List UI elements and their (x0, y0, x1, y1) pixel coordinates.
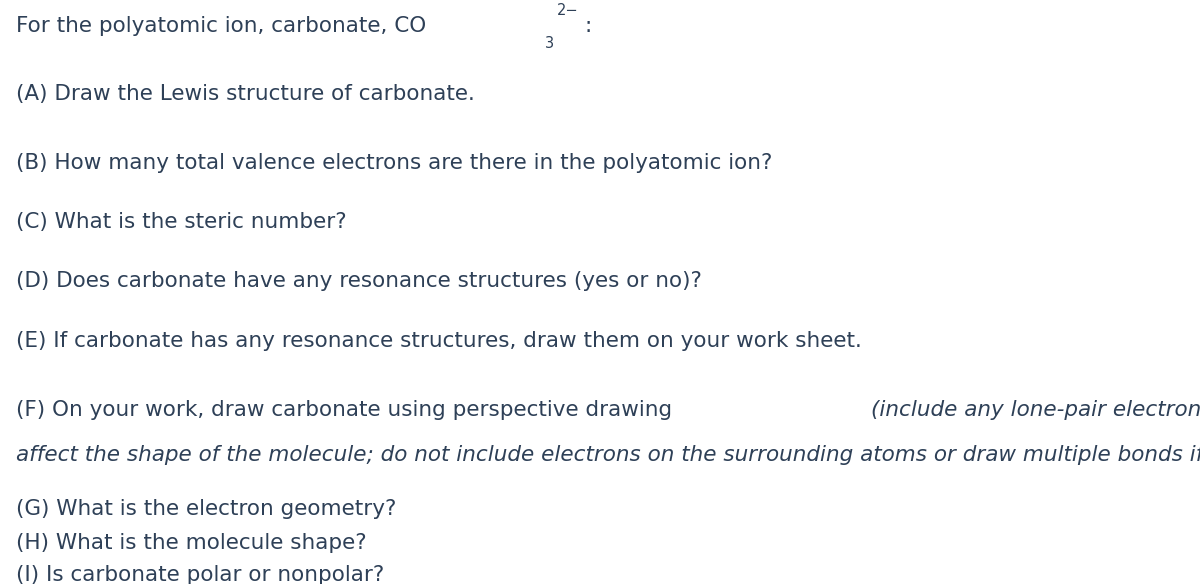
Text: (A) Draw the Lewis structure of carbonate.: (A) Draw the Lewis structure of carbonat… (16, 85, 474, 105)
Text: (include any lone-pair electrons on the central atom that: (include any lone-pair electrons on the … (871, 400, 1200, 420)
Text: 3: 3 (545, 36, 554, 51)
Text: (B) How many total valence electrons are there in the polyatomic ion?: (B) How many total valence electrons are… (16, 154, 772, 173)
Text: 2−: 2− (557, 2, 578, 18)
Text: (G) What is the electron geometry?: (G) What is the electron geometry? (16, 499, 396, 519)
Text: (I) Is carbonate polar or nonpolar?: (I) Is carbonate polar or nonpolar? (16, 565, 384, 584)
Text: :: : (584, 16, 592, 36)
Text: (C) What is the steric number?: (C) What is the steric number? (16, 212, 347, 232)
Text: affect the shape of the molecule; do not include electrons on the surrounding at: affect the shape of the molecule; do not… (16, 446, 1200, 465)
Text: (H) What is the molecule shape?: (H) What is the molecule shape? (16, 533, 366, 553)
Text: (E) If carbonate has any resonance structures, draw them on your work sheet.: (E) If carbonate has any resonance struc… (16, 332, 862, 352)
Text: For the polyatomic ion, carbonate, CO: For the polyatomic ion, carbonate, CO (16, 16, 426, 36)
Text: (F) On your work, draw carbonate using perspective drawing: (F) On your work, draw carbonate using p… (16, 400, 679, 420)
Text: (D) Does carbonate have any resonance structures (yes or no)?: (D) Does carbonate have any resonance st… (16, 272, 702, 291)
